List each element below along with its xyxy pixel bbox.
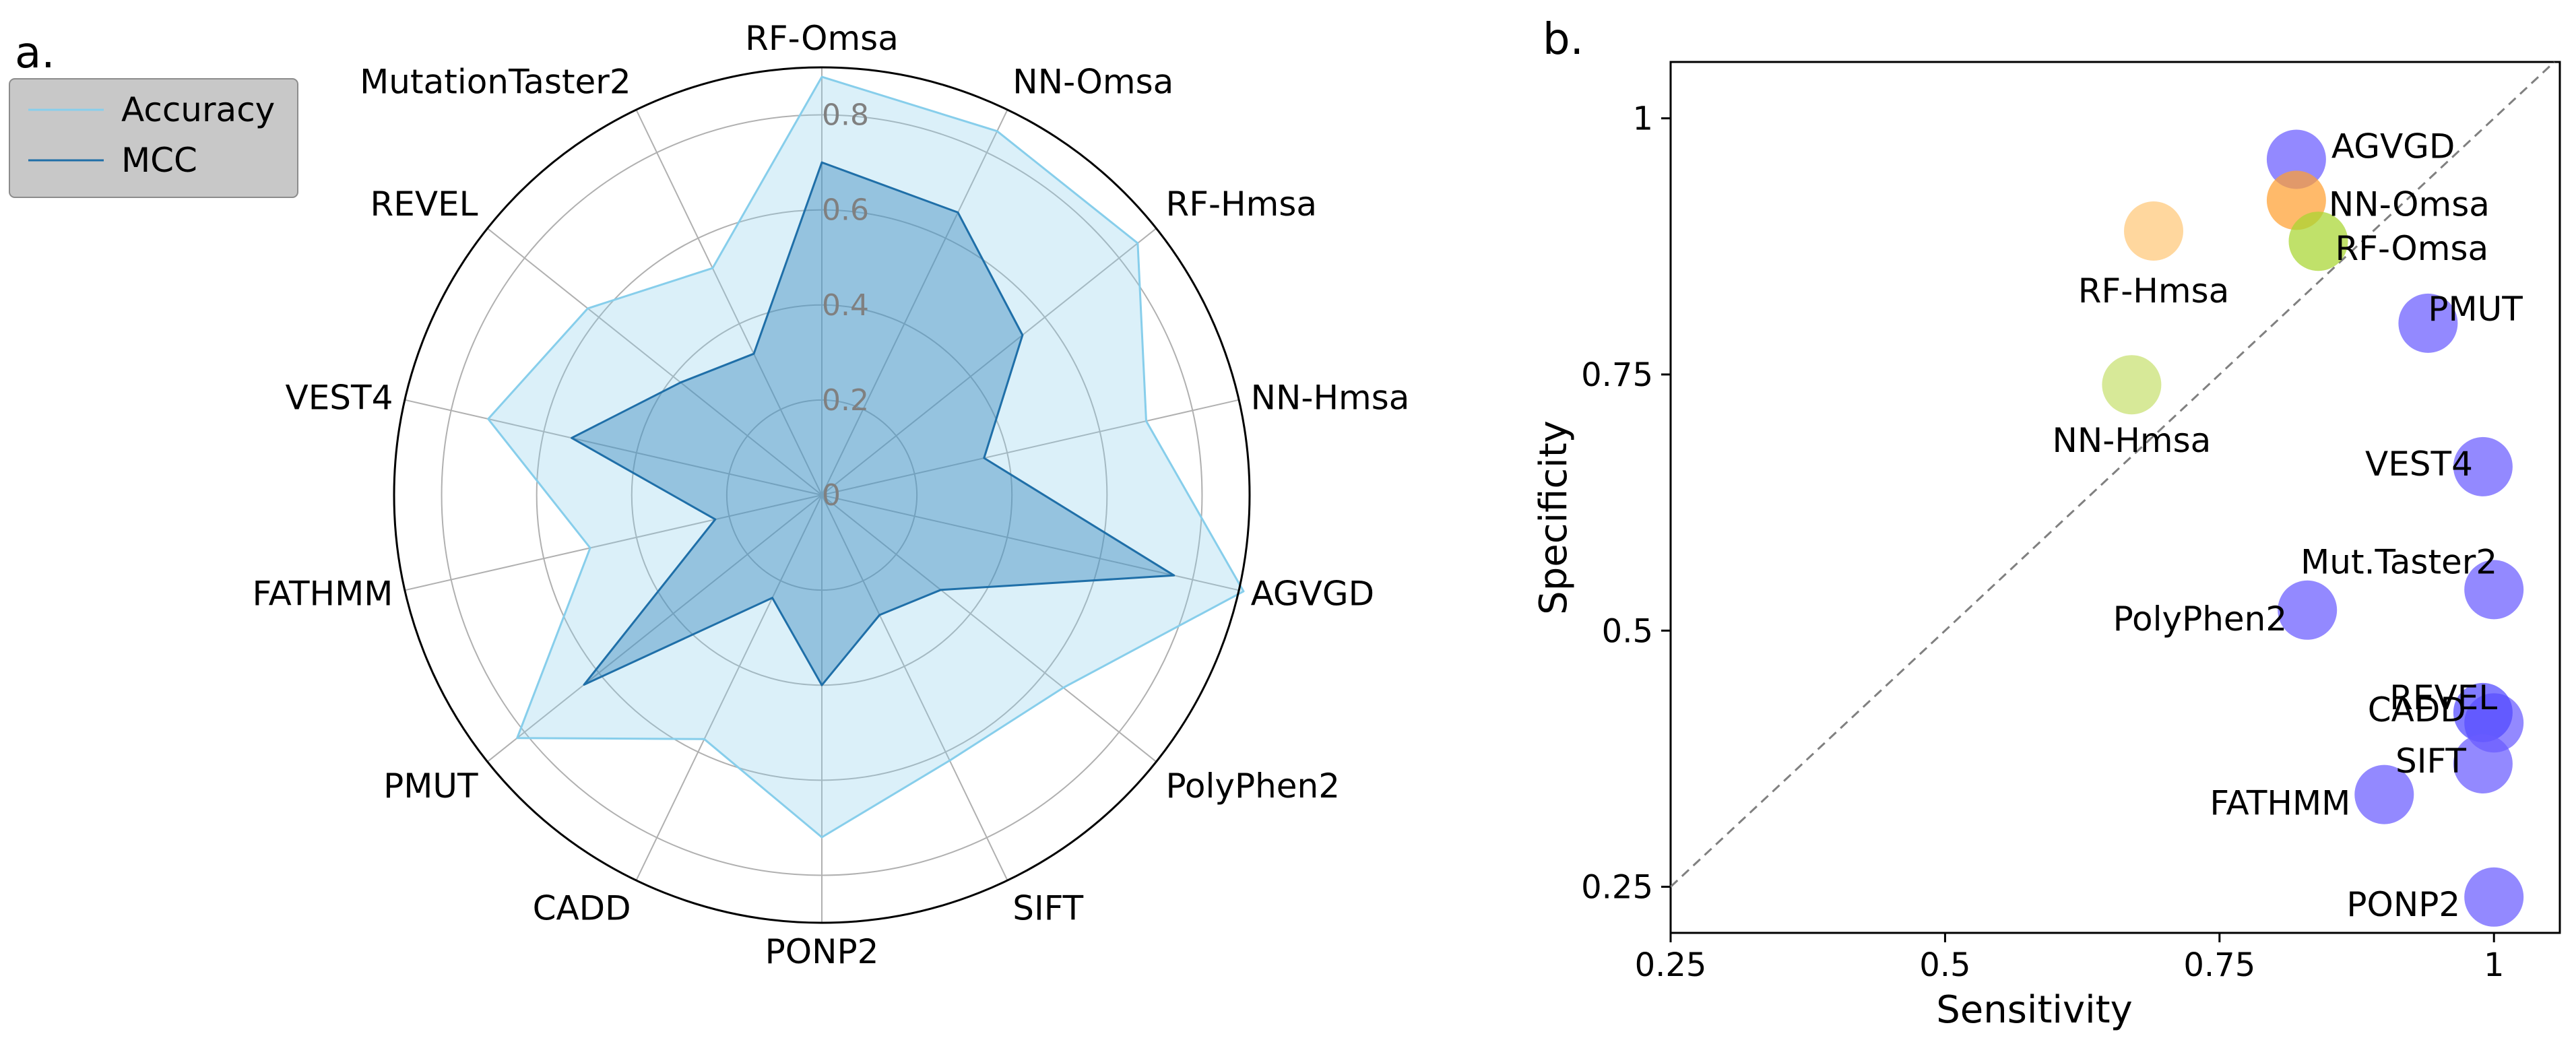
spoke-gridline <box>821 109 1008 496</box>
axis-label-sift: SIFT <box>1012 888 1083 927</box>
axis-label-rf-omsa: RF-Omsa <box>745 19 899 58</box>
panel-label-b: b. <box>1543 15 1584 65</box>
y-tick-label: 1 <box>1632 100 1653 138</box>
point-sift <box>2453 734 2513 793</box>
axis-label-ponp2: PONP2 <box>765 932 879 971</box>
spoke-gridline <box>635 109 823 496</box>
point-label-fathmm: FATHMM <box>2210 784 2350 823</box>
spoke-gridline <box>486 228 823 496</box>
panel-label-a: a. <box>15 28 55 78</box>
point-rf-hmsa <box>2124 201 2183 261</box>
spoke-gridline <box>821 494 1157 762</box>
x-tick-label: 1 <box>2484 946 2505 984</box>
radial-tick-label: 0.8 <box>822 98 869 133</box>
diagonal-reference-line <box>1669 61 2555 888</box>
axis-label-agvgd: AGVGD <box>1251 574 1375 613</box>
point-label-agvgd: AGVGD <box>2331 127 2455 166</box>
point-polyphen2 <box>2278 580 2338 640</box>
point-label-nn-hmsa: NN-Hmsa <box>2052 421 2211 460</box>
point-nn-hmsa <box>2102 355 2162 415</box>
spoke-gridline <box>821 494 1239 591</box>
series-accuracy-area <box>487 75 1245 839</box>
legend-box <box>9 78 298 198</box>
point-label-pmut: PMUT <box>2428 290 2523 329</box>
axis-label-cadd: CADD <box>533 888 631 927</box>
legend-label-accuracy: Accuracy <box>121 90 275 129</box>
point-label-ponp2: PONP2 <box>2346 885 2460 924</box>
point-label-sift: SIFT <box>2395 742 2466 781</box>
spoke-gridline <box>821 228 1157 496</box>
axis-label-nn-omsa: NN-Omsa <box>1012 63 1173 102</box>
point-label-vest4: VEST4 <box>2365 445 2473 484</box>
point-cadd <box>2453 682 2513 742</box>
series-mcc-area <box>571 161 1176 686</box>
x-tick-label: 0.25 <box>1635 946 1707 984</box>
point-ponp2 <box>2464 867 2524 927</box>
axis-label-vest4: VEST4 <box>286 379 393 418</box>
point-label-nn-omsa: NN-Omsa <box>2329 185 2490 224</box>
point-label-revel: REVEL <box>2389 678 2497 717</box>
radar-frame <box>393 66 1251 924</box>
radial-tick-label: 0 <box>822 478 841 513</box>
radar-chart: 0 0.2 0.4 0.6 0.8 RF-Omsa NN-Omsa RF-Hmsa NN-Hms… <box>252 19 1409 971</box>
spoke-gridline <box>486 494 823 762</box>
point-agvgd <box>2266 129 2326 189</box>
radar-legend: Accuracy MCC <box>9 78 298 198</box>
x-tick-label: 0.5 <box>1919 946 1970 984</box>
axis-label-nn-hmsa: NN-Hmsa <box>1251 379 1410 418</box>
spoke-gridline <box>404 494 823 591</box>
point-rf-omsa <box>2288 211 2348 271</box>
point-label-polyphen2: PolyPhen2 <box>2113 599 2288 639</box>
y-tick-label: 0.75 <box>1581 356 1653 394</box>
axis-label-mutationtaster2: MutationTaster2 <box>360 63 631 102</box>
radial-tick-label: 0.2 <box>822 383 869 418</box>
point-label-cadd: CADD <box>2368 690 2466 729</box>
spoke-gridline <box>821 494 1008 881</box>
y-tick-label: 0.5 <box>1602 612 1653 650</box>
point-label-rf-hmsa: RF-Hmsa <box>2078 271 2230 311</box>
spoke-gridline <box>404 399 823 496</box>
axis-label-fathmm: FATHMM <box>252 574 393 613</box>
axis-label-polyphen2: PolyPhen2 <box>1166 767 1341 806</box>
radial-tick-label: 0.4 <box>822 288 869 323</box>
y-tick-label: 0.25 <box>1581 869 1653 907</box>
point-vest4 <box>2453 436 2513 496</box>
axis-label-pmut: PMUT <box>383 767 478 806</box>
axis-label-rf-hmsa: RF-Hmsa <box>1166 185 1318 224</box>
spoke-gridline <box>635 494 823 881</box>
radial-tick-label: 0.6 <box>822 193 869 228</box>
point-label-rf-omsa: RF-Omsa <box>2336 229 2489 268</box>
plot-frame <box>1669 61 2561 934</box>
point-pmut <box>2398 293 2458 353</box>
point-label-mut-taster2: Mut.Taster2 <box>2300 542 2497 581</box>
legend-label-mcc: MCC <box>121 141 197 180</box>
axis-label-revel: REVEL <box>371 185 478 224</box>
x-axis-label: Sensitivity <box>1936 988 2133 1032</box>
point-fathmm <box>2354 764 2414 824</box>
spoke-gridline <box>821 399 1239 496</box>
x-tick-label: 0.75 <box>2183 946 2255 984</box>
point-mut-taster2 <box>2464 560 2524 620</box>
y-axis-label: Specificity <box>1532 420 1576 615</box>
scatter-chart: 0.25 0.5 0.75 1 0.25 0.5 0.75 1 Sensitivity Speci… <box>1532 61 2561 1032</box>
